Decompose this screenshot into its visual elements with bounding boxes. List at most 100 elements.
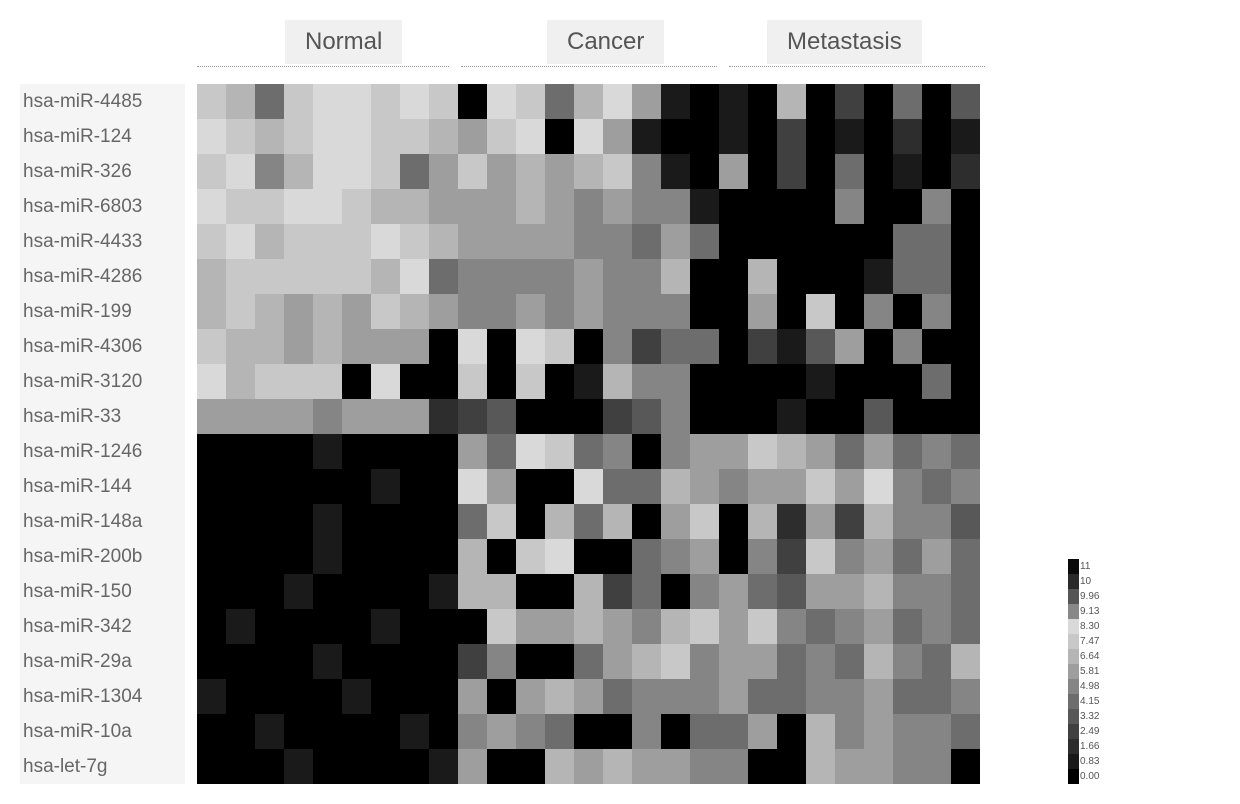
- heatmap-cell: [719, 574, 748, 609]
- heatmap-cell: [226, 329, 255, 364]
- legend-swatch: [1068, 739, 1079, 754]
- heatmap-cell: [922, 679, 951, 714]
- heatmap-cell: [951, 644, 980, 679]
- heatmap-cell: [748, 224, 777, 259]
- heatmap-cell: [835, 539, 864, 574]
- heatmap-cell: [806, 189, 835, 224]
- heatmap-cell: [777, 434, 806, 469]
- heatmap-cell: [400, 154, 429, 189]
- heatmap-cell: [313, 434, 342, 469]
- heatmap-cell: [864, 469, 893, 504]
- heatmap-cell: [255, 399, 284, 434]
- heatmap-cell: [226, 469, 255, 504]
- heatmap-cell: [632, 714, 661, 749]
- heatmap-cell: [690, 749, 719, 784]
- heatmap-cell: [545, 679, 574, 714]
- heatmap-cell: [545, 504, 574, 539]
- heatmap-cell: [226, 84, 255, 119]
- heatmap-cell: [835, 399, 864, 434]
- heatmap-cell: [603, 574, 632, 609]
- heatmap-cell: [313, 609, 342, 644]
- legend-swatch: [1068, 709, 1079, 724]
- heatmap-cell: [632, 609, 661, 644]
- heatmap-cell: [893, 364, 922, 399]
- heatmap-cell: [893, 154, 922, 189]
- heatmap-cell: [284, 609, 313, 644]
- heatmap-cell: [864, 749, 893, 784]
- heatmap-cell: [864, 189, 893, 224]
- heatmap-cell: [748, 679, 777, 714]
- heatmap-cell: [516, 504, 545, 539]
- heatmap-cell: [458, 679, 487, 714]
- heatmap-cell: [429, 469, 458, 504]
- heatmap-cell: [371, 609, 400, 644]
- heatmap-cell: [197, 364, 226, 399]
- heatmap-cell: [313, 539, 342, 574]
- heatmap-cell: [777, 714, 806, 749]
- heatmap-cell: [313, 329, 342, 364]
- heatmap-row: [197, 714, 980, 749]
- heatmap-cell: [458, 294, 487, 329]
- row-label: hsa-miR-6803: [20, 189, 185, 224]
- heatmap-cell: [806, 469, 835, 504]
- heatmap-cell: [748, 399, 777, 434]
- legend-item: 10: [1068, 574, 1099, 589]
- heatmap-cell: [922, 434, 951, 469]
- heatmap-cell: [458, 539, 487, 574]
- heatmap-cell: [806, 504, 835, 539]
- heatmap-cell: [603, 84, 632, 119]
- heatmap-cell: [661, 364, 690, 399]
- heatmap-cell: [371, 224, 400, 259]
- heatmap-cell: [690, 364, 719, 399]
- heatmap-cell: [777, 189, 806, 224]
- heatmap-cell: [516, 609, 545, 644]
- heatmap-cell: [313, 364, 342, 399]
- heatmap-cell: [922, 259, 951, 294]
- heatmap-cell: [545, 469, 574, 504]
- heatmap-cell: [545, 574, 574, 609]
- heatmap-cell: [690, 644, 719, 679]
- heatmap-cell: [487, 119, 516, 154]
- heatmap-cell: [777, 609, 806, 644]
- heatmap-cell: [487, 399, 516, 434]
- heatmap-cell: [516, 644, 545, 679]
- heatmap-cell: [255, 154, 284, 189]
- heatmap-cell: [284, 679, 313, 714]
- heatmap-cell: [806, 574, 835, 609]
- heatmap-cell: [864, 609, 893, 644]
- heatmap-cell: [458, 154, 487, 189]
- heatmap-cell: [545, 119, 574, 154]
- legend-swatch: [1068, 664, 1079, 679]
- heatmap-cell: [661, 294, 690, 329]
- heatmap-cell: [197, 609, 226, 644]
- heatmap-cell: [632, 84, 661, 119]
- legend-swatch: [1068, 679, 1079, 694]
- heatmap-cell: [545, 154, 574, 189]
- heatmap-row: [197, 434, 980, 469]
- heatmap-cell: [197, 504, 226, 539]
- heatmap-cell: [603, 154, 632, 189]
- heatmap-cell: [545, 84, 574, 119]
- heatmap-cell: [284, 259, 313, 294]
- heatmap-row: [197, 504, 980, 539]
- heatmap-cell: [835, 189, 864, 224]
- heatmap-cell: [487, 644, 516, 679]
- heatmap-cell: [197, 329, 226, 364]
- heatmap-row-labels: hsa-miR-4485hsa-miR-124hsa-miR-326hsa-mi…: [20, 84, 185, 784]
- heatmap-cell: [864, 644, 893, 679]
- heatmap-cell: [458, 574, 487, 609]
- heatmap-cell: [545, 259, 574, 294]
- heatmap-cell: [632, 539, 661, 574]
- heatmap-cell: [893, 224, 922, 259]
- heatmap-cell: [284, 294, 313, 329]
- heatmap-cell: [806, 399, 835, 434]
- heatmap-cell: [864, 574, 893, 609]
- heatmap-cell: [371, 679, 400, 714]
- row-label: hsa-miR-10a: [20, 714, 185, 749]
- heatmap-cell: [574, 714, 603, 749]
- heatmap-cell: [545, 434, 574, 469]
- heatmap-cell: [632, 644, 661, 679]
- heatmap-cell: [487, 294, 516, 329]
- heatmap-cell: [574, 329, 603, 364]
- heatmap-cell: [429, 119, 458, 154]
